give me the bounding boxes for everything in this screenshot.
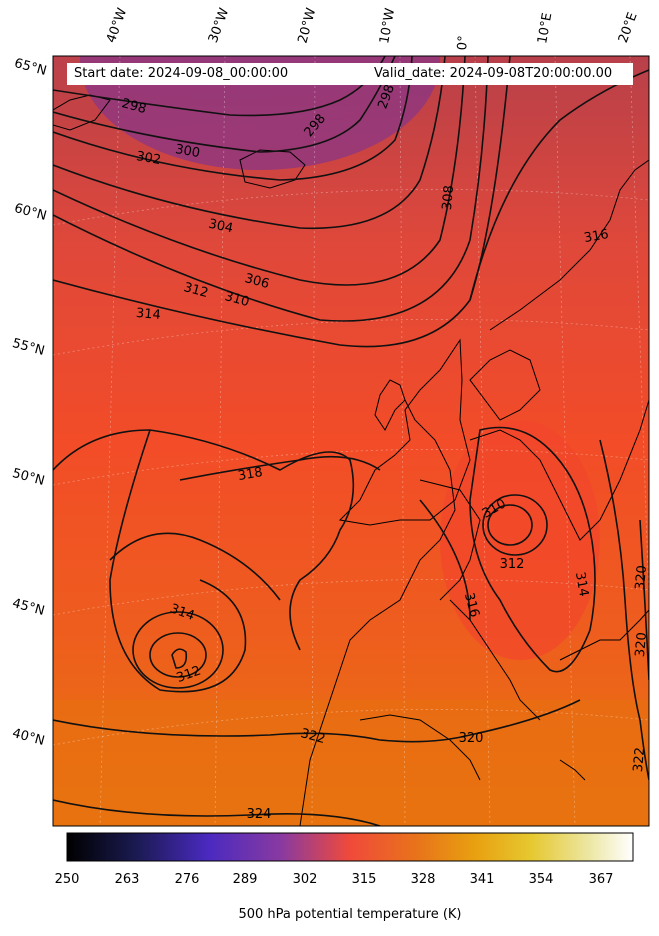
contour-label: 322 [299,726,327,747]
lon-label-0: 0° [455,34,472,51]
contour-label: 316 [461,591,482,619]
start-date-label: Start date: 2024-09-08_00:00:00 [74,66,289,81]
contour-label: 322 [631,747,648,773]
contour-label: 318 [237,465,264,484]
contour-label: 302 [135,149,162,168]
valid-date-label: Valid_date: 2024-09-08T20:00:00.00 [374,66,613,81]
graticule [53,56,649,826]
contour-label: 320 [459,731,484,746]
colorbar-tick: 367 [588,872,614,887]
contour-label: 320 [633,565,650,591]
contour-label: 312 [500,557,525,572]
colorbar-tick: 328 [410,872,436,887]
colorbar-tick: 315 [351,872,377,887]
contour-label: 298 [120,96,148,117]
contour-label: 314 [135,306,161,323]
colorbar-tick: 250 [54,872,80,887]
colorbar-tick: 263 [114,872,140,887]
contour-label: 324 [247,807,272,822]
contour-label: 316 [583,227,610,246]
colorbar-gradient [66,832,634,862]
contour-label: 308 [440,185,457,211]
map-frame [52,55,650,827]
colorbar-tick: 302 [292,872,318,887]
coastlines [53,94,649,826]
contour-label: 314 [572,571,591,598]
title-background [67,63,633,85]
temperature-field [53,56,649,826]
contour-label: 300 [174,142,201,161]
contour-label: 310 [223,289,251,310]
colorbar-tick: 276 [174,872,200,887]
contour-label: 306 [243,271,271,292]
colorbar-label: 500 hPa potential temperature (K) [238,907,462,922]
contour-label: 304 [207,217,234,237]
contour-label: 312 [182,280,210,301]
contour-label: 320 [633,632,650,658]
colorbar-tick: 354 [528,872,554,887]
contours [53,56,649,826]
colorbar-tick: 289 [232,872,258,887]
colorbar-tick: 341 [469,872,495,887]
